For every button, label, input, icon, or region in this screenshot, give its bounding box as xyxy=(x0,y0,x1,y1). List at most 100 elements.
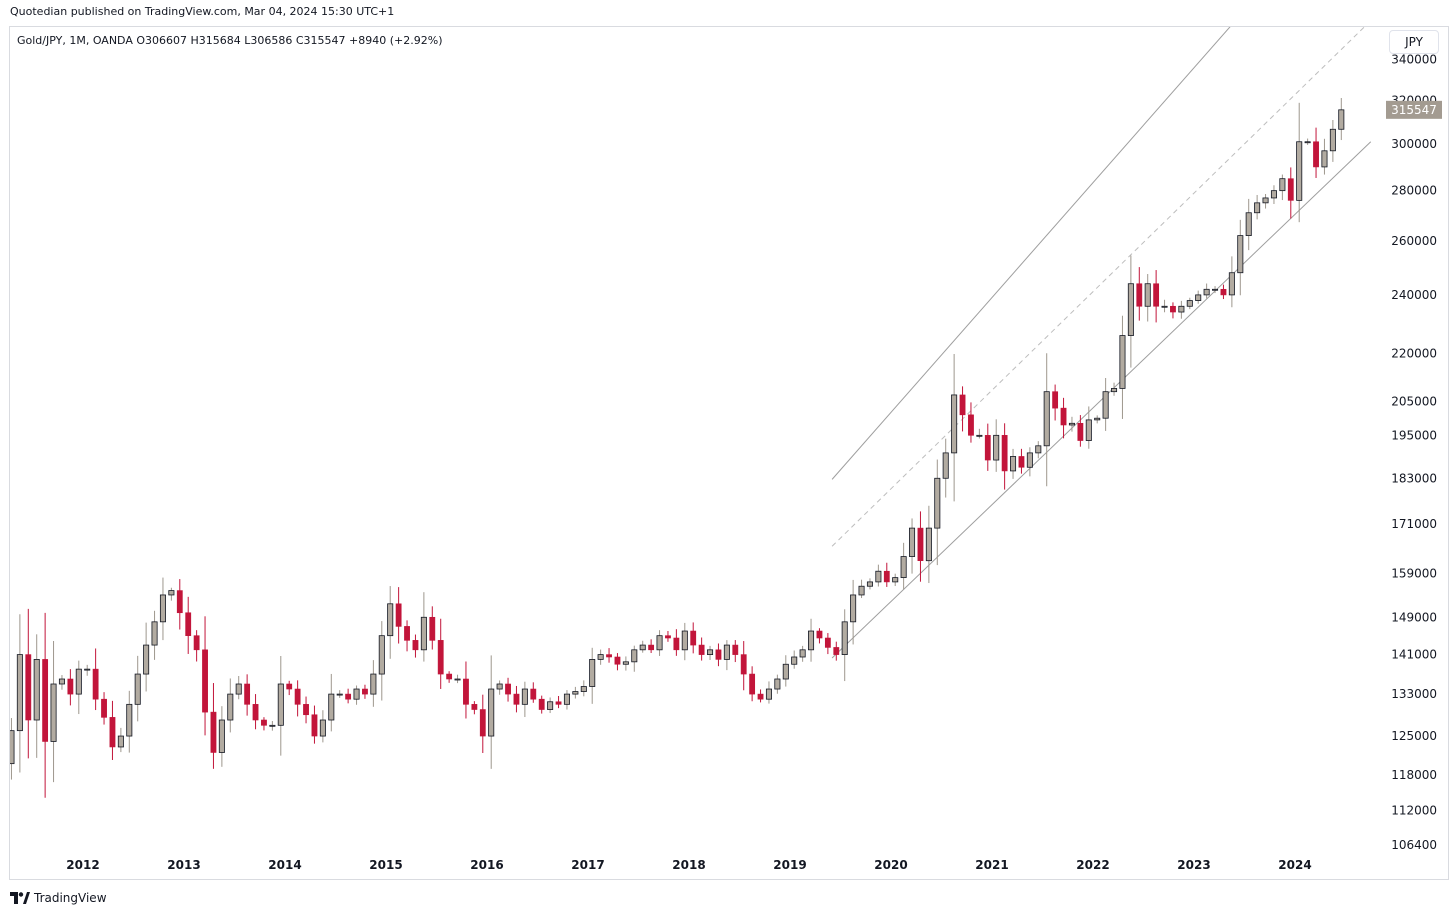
candle-body xyxy=(378,635,385,675)
candle-body xyxy=(1018,456,1025,468)
price-axis[interactable]: 3400003200003000002800002600002400002200… xyxy=(1391,52,1437,852)
candle xyxy=(1077,415,1084,447)
candle xyxy=(665,631,671,642)
candle xyxy=(168,587,175,601)
candle xyxy=(193,630,200,662)
candle-body xyxy=(1304,141,1311,144)
candle-body xyxy=(1035,445,1042,454)
candle xyxy=(1060,397,1067,439)
candle xyxy=(185,596,192,654)
candle-body xyxy=(1228,272,1235,296)
candle xyxy=(1329,119,1336,162)
candle xyxy=(446,671,453,683)
candle-body xyxy=(488,688,495,737)
candle-body xyxy=(446,673,453,680)
candle xyxy=(58,675,65,690)
channel-middle-line[interactable] xyxy=(831,27,1371,547)
candle-body xyxy=(513,693,520,705)
candle xyxy=(622,656,629,671)
candle xyxy=(454,674,461,684)
candle-body xyxy=(463,678,469,705)
channel-lower-line[interactable] xyxy=(831,141,1372,659)
candle-body xyxy=(412,640,419,651)
candle xyxy=(555,695,562,709)
price-tick-label: 195000 xyxy=(1391,428,1437,442)
candle-body xyxy=(227,693,234,721)
channel-upper-line[interactable] xyxy=(831,27,1371,480)
candle-body xyxy=(429,616,436,641)
candle xyxy=(353,685,360,705)
price-tick-label: 220000 xyxy=(1391,347,1437,361)
time-tick-label: 2013 xyxy=(167,858,200,872)
candle xyxy=(765,681,772,704)
candle xyxy=(1043,353,1050,487)
candle-body xyxy=(345,693,352,700)
candle xyxy=(909,518,916,574)
candle xyxy=(942,438,949,498)
tradingview-brand[interactable]: TradingView xyxy=(10,889,107,907)
candle-body xyxy=(303,704,309,716)
time-tick-label: 2023 xyxy=(1177,858,1210,872)
candle-body xyxy=(1178,305,1185,313)
candlestick-chart[interactable]: 3400003200003000002800002600002400002200… xyxy=(10,27,1448,879)
candle-body xyxy=(606,654,612,658)
candle-body xyxy=(791,656,798,665)
candle-body xyxy=(1195,294,1202,301)
candle xyxy=(808,618,815,662)
candle-body xyxy=(1001,435,1008,472)
candle-body xyxy=(1052,391,1059,409)
candle-body xyxy=(521,688,528,705)
candle-body xyxy=(109,717,116,748)
candle xyxy=(1220,284,1227,300)
candle-body xyxy=(1102,391,1109,419)
candle-body xyxy=(976,434,983,437)
candle-body xyxy=(1077,422,1084,441)
candle xyxy=(782,655,789,687)
candle xyxy=(479,694,486,754)
candle-body xyxy=(84,668,91,671)
candle-body xyxy=(1220,288,1227,296)
candle-body xyxy=(681,630,688,651)
candle xyxy=(1186,297,1193,310)
candle xyxy=(404,620,410,652)
candle xyxy=(370,660,377,707)
candle xyxy=(134,655,141,722)
candle-body xyxy=(370,673,377,695)
time-tick-label: 2019 xyxy=(773,858,806,872)
candle xyxy=(1001,423,1008,490)
candle xyxy=(244,674,251,716)
regression-channel[interactable] xyxy=(831,27,1372,659)
candle xyxy=(1313,127,1319,178)
candle xyxy=(1035,441,1042,459)
candle-body xyxy=(67,678,74,695)
candle-body xyxy=(387,603,394,637)
candle-body xyxy=(808,630,815,651)
candle xyxy=(892,573,899,587)
candle-body xyxy=(1287,178,1294,201)
time-tick-label: 2014 xyxy=(268,858,301,872)
time-axis[interactable]: 2012 2013 2014 2015 2016 2017 2018 2019 2020 2021… xyxy=(66,858,1311,872)
candle xyxy=(934,459,941,566)
candle xyxy=(1144,274,1151,322)
candle-body xyxy=(984,435,991,461)
time-tick-label: 2012 xyxy=(66,858,99,872)
price-tick-label: 171000 xyxy=(1391,517,1437,531)
candle-body xyxy=(698,644,705,655)
candle xyxy=(824,633,831,655)
candle-body xyxy=(261,719,267,726)
candle-body xyxy=(33,659,40,721)
candle xyxy=(395,587,402,644)
candle xyxy=(833,641,840,661)
currency-button[interactable]: JPY xyxy=(1389,30,1439,54)
candle xyxy=(362,684,368,699)
candle-body xyxy=(530,688,537,700)
candle-body xyxy=(1186,300,1193,307)
candle-body xyxy=(782,663,789,680)
time-tick-label: 2022 xyxy=(1076,858,1109,872)
candle-body xyxy=(328,693,335,721)
candle-body xyxy=(1043,391,1050,447)
candle-body xyxy=(547,701,554,710)
chart-frame[interactable]: 340000 320000 300000 280000 260000 240000 2200… xyxy=(9,26,1449,880)
candle-body xyxy=(774,678,781,690)
candle-body xyxy=(159,594,166,623)
